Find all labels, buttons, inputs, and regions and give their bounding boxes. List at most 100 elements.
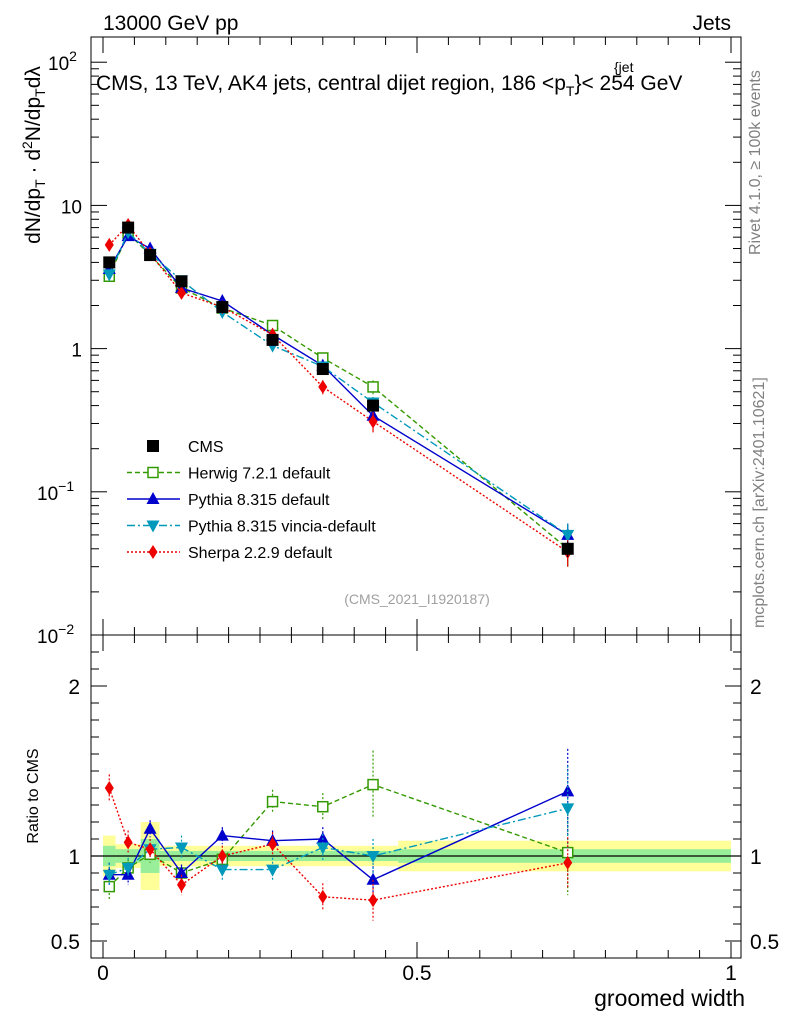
ratio-point (266, 795, 279, 808)
legend-label: Pythia 8.315 vincia-default (188, 519, 376, 536)
series-line (108, 223, 569, 553)
main-y-tick-label: 1 (71, 341, 82, 362)
ratio-point (266, 864, 280, 877)
legend-label: Herwig 7.2.1 default (188, 466, 331, 483)
plot-title-sub: T (566, 83, 575, 99)
data-point (266, 333, 279, 346)
energy-label: 13000 GeV pp (103, 12, 238, 35)
ratio-point (368, 893, 378, 908)
analysis-id: (CMS_2021_I1920187) (344, 591, 490, 607)
ratio-point (366, 872, 380, 885)
ratio-series-pythia-8-315-default (102, 748, 575, 894)
process-label: Jets (692, 12, 731, 35)
plot-title-main: CMS, 13 TeV, AK4 jets, central dijet reg… (96, 72, 566, 95)
legend-marker (147, 466, 159, 479)
ratio-point (366, 851, 380, 863)
data-point (102, 269, 116, 282)
x-axis: 0 0.5 1 (97, 37, 737, 985)
legend-marker (146, 520, 160, 533)
rivet-version-label: Rivet 4.1.0, ≥ 100k events (747, 70, 764, 255)
ratio-series-layer (102, 748, 575, 921)
ratio-y-axis: 2 2 1 1 0.5 0.5 (51, 651, 779, 954)
series-pythia-8-315-default (102, 229, 575, 549)
data-point (177, 285, 186, 300)
x-tick-label: 0.5 (402, 962, 431, 985)
main-y-tick-label: 10−2 (37, 621, 74, 648)
ratio-point (175, 866, 188, 878)
data-point (103, 256, 116, 269)
ratio-series-pythia-8-315-vincia-default (102, 765, 575, 887)
mcplots-label: mcplots.cern.ch [arXiv:2401.10621] (751, 377, 768, 628)
ratio-line (108, 787, 568, 901)
data-point (104, 237, 114, 252)
ratio-point (104, 781, 114, 795)
ratio-point (143, 821, 157, 834)
series-sherpa-2-2-9-default (104, 217, 573, 567)
ratio-point (268, 837, 278, 852)
main-y-tick-label: 102 (48, 48, 77, 75)
ratio-series-herwig-7-2-1-default (103, 750, 574, 901)
main-y-axis-label: dN/dpT · d2N/dpTdλ (19, 66, 48, 244)
ratio-y-tick-label-right: 1 (750, 846, 762, 869)
legend-entry: CMS (147, 439, 224, 456)
ratio-point (367, 778, 379, 791)
plot-title-sup: {jet (614, 59, 634, 75)
ratio-point (123, 835, 133, 850)
series-cms (103, 221, 574, 558)
legend-entry: Sherpa 2.2.9 default (127, 545, 333, 562)
ratio-point (217, 849, 227, 863)
legend-marker (148, 545, 158, 559)
legend-entry: Pythia 8.315 vincia-default (127, 519, 376, 536)
ratio-y-tick-label-right: 0.5 (750, 931, 779, 954)
data-point (316, 363, 329, 376)
legend-label: Pythia 8.315 default (188, 492, 330, 509)
ratio-point (145, 842, 155, 857)
ratio-series-sherpa-2-2-9-default (104, 774, 573, 921)
ratio-point (561, 803, 575, 816)
data-point (367, 381, 379, 393)
legend-entry: Pythia 8.315 default (127, 492, 330, 509)
ratio-point (563, 855, 573, 870)
ratio-point (317, 800, 329, 813)
legend-marker (146, 492, 160, 504)
data-point (175, 275, 188, 288)
legend-label: CMS (188, 439, 224, 456)
ratio-point (102, 869, 116, 882)
ratio-y-tick-label: 1 (68, 846, 80, 869)
ratio-point (215, 864, 229, 877)
legend-marker (147, 440, 159, 452)
ratio-y-tick-label-right: 2 (750, 676, 762, 699)
data-point (318, 379, 328, 394)
ratio-y-axis-label: Ratio to CMS (25, 748, 42, 843)
series-line (108, 230, 569, 536)
main-y-tick-label: 10 (61, 197, 82, 218)
data-point (368, 414, 378, 429)
ratio-point (121, 862, 135, 875)
legend-label: Sherpa 2.2.9 default (188, 545, 333, 562)
series-pythia-8-315-vincia-default (102, 227, 575, 549)
ratio-y-tick-label: 2 (68, 676, 80, 699)
x-tick-label: 0 (97, 962, 109, 985)
plot-title: CMS, 13 TeV, AK4 jets, central dijet reg… (96, 72, 682, 99)
ratio-y-tick-label: 0.5 (51, 931, 80, 954)
ratio-point (177, 877, 186, 892)
data-point (216, 301, 229, 314)
main-y-axis: 102 10 1 10−1 10−2 (37, 48, 741, 648)
x-tick-label: 1 (725, 962, 737, 985)
data-point (144, 249, 157, 262)
x-axis-label: groomed width (594, 985, 745, 1011)
legend-entry: Herwig 7.2.1 default (127, 466, 331, 483)
main-series-layer (102, 217, 575, 567)
svg-text:dN/dpT · d2N/dpTdλ: dN/dpT · d2N/dpTdλ (19, 66, 48, 244)
ratio-point (175, 842, 188, 855)
ratio-panel-frame (90, 634, 742, 959)
data-point (561, 529, 575, 542)
data-point (561, 542, 574, 555)
ratio-point (316, 842, 330, 855)
ratio-point (215, 828, 229, 841)
ratio-point (318, 889, 328, 904)
data-point (122, 221, 135, 234)
plot-title-end: }< 254 GeV (574, 72, 682, 95)
legend: CMS Herwig 7.2.1 default Pythia 8.315 defa… (127, 439, 376, 562)
